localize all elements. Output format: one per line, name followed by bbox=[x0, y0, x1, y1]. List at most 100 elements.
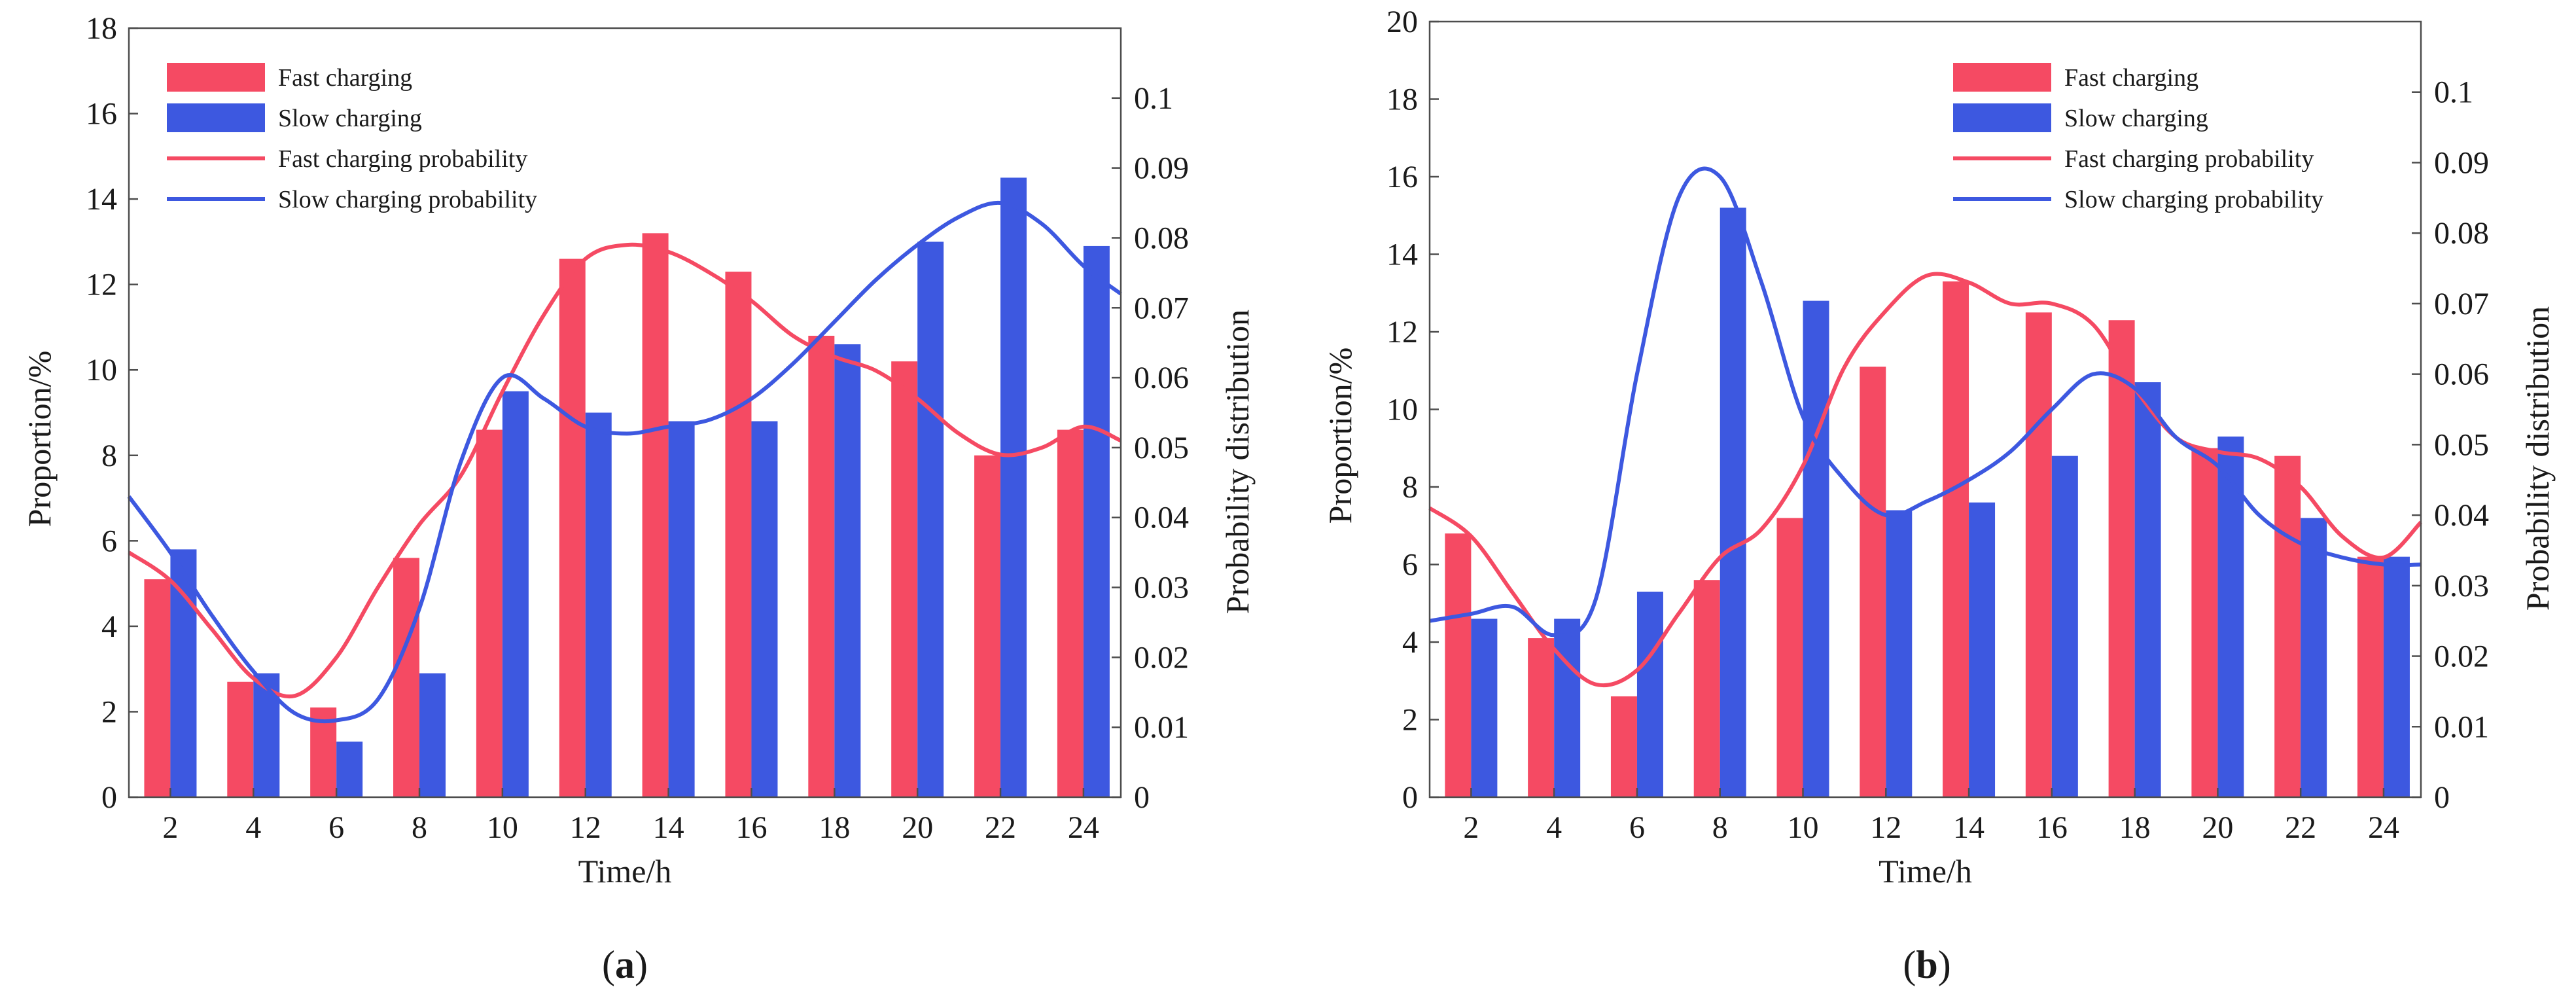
bar bbox=[393, 558, 420, 797]
bar bbox=[1636, 591, 1663, 797]
y2-tick-label: 0.09 bbox=[2434, 145, 2489, 180]
panel-label-letter: a bbox=[615, 943, 635, 986]
y2-tick-label: 0.07 bbox=[1134, 291, 1189, 325]
bar bbox=[1445, 533, 1472, 797]
bar-series-fast bbox=[1445, 281, 2384, 798]
panel-label-close: ) bbox=[1938, 943, 1951, 986]
bar-series-fast bbox=[144, 233, 1084, 797]
x-tick-label: 6 bbox=[1629, 810, 1645, 845]
x-tick-label: 8 bbox=[412, 810, 427, 845]
bar bbox=[2383, 556, 2410, 797]
y2-tick-label: 0.01 bbox=[2434, 709, 2489, 744]
slow-probability-line bbox=[1429, 166, 2422, 637]
bar bbox=[1471, 619, 1498, 797]
chart-panel-b: 0246810121416182000.010.020.030.040.050.… bbox=[1322, 5, 2556, 986]
legend-label: Slow charging bbox=[2064, 105, 2208, 132]
y-tick-label: 14 bbox=[86, 182, 117, 217]
y2-tick-label: 0.01 bbox=[1134, 710, 1189, 745]
x-tick-label: 6 bbox=[328, 810, 344, 845]
y-tick-label: 14 bbox=[1386, 238, 1418, 272]
y2-tick-label: 0.06 bbox=[2434, 357, 2489, 392]
bar bbox=[144, 579, 171, 797]
legend: Fast charging Slow charging Fast charging … bbox=[167, 63, 537, 213]
bar bbox=[725, 272, 752, 797]
bar bbox=[585, 412, 612, 797]
y-tick-label: 18 bbox=[1386, 82, 1418, 117]
bar bbox=[2134, 382, 2161, 797]
legend-label: Fast charging bbox=[2064, 64, 2198, 92]
bar bbox=[2191, 448, 2218, 797]
y-tick-label: 16 bbox=[86, 97, 117, 132]
bar bbox=[1057, 429, 1084, 797]
legend-label: Fast charging probability bbox=[278, 145, 527, 173]
legend-label: Fast charging probability bbox=[2064, 145, 2314, 173]
legend-swatch-fast bbox=[167, 63, 265, 92]
bar bbox=[917, 242, 944, 797]
y-tick-label: 8 bbox=[1402, 470, 1418, 505]
y-tick-label: 2 bbox=[1402, 703, 1418, 738]
y-tick-label: 10 bbox=[86, 353, 117, 387]
legend-label: Slow charging probability bbox=[278, 186, 537, 213]
bar bbox=[2274, 456, 2301, 797]
y-tick-label: 18 bbox=[86, 11, 117, 46]
y-tick-label: 16 bbox=[1386, 160, 1418, 194]
y2-tick-label: 0.04 bbox=[1134, 501, 1189, 535]
legend-swatch-fast bbox=[1953, 63, 2051, 92]
y-tick-label: 4 bbox=[1402, 625, 1418, 660]
bar bbox=[2357, 556, 2384, 797]
bar bbox=[1528, 638, 1555, 797]
legend-label: Fast charging bbox=[278, 64, 412, 92]
legend-label: Slow charging probability bbox=[2064, 186, 2323, 213]
y2-tick-label: 0.03 bbox=[2434, 569, 2489, 603]
bar bbox=[1860, 367, 1886, 797]
legend-label: Slow charging bbox=[278, 105, 422, 132]
y2-tick-label: 0.04 bbox=[2434, 498, 2489, 533]
bar bbox=[1720, 207, 1746, 797]
panel-label: (a) bbox=[602, 943, 648, 986]
x-tick-label: 10 bbox=[487, 810, 518, 845]
bar bbox=[668, 421, 695, 797]
bar bbox=[1554, 619, 1581, 797]
x-tick-label: 22 bbox=[985, 810, 1016, 845]
bar bbox=[1803, 300, 1829, 798]
y2-tick-label: 0.05 bbox=[2434, 427, 2489, 462]
plot-frame bbox=[128, 27, 1122, 798]
y2-tick-label: 0 bbox=[2434, 780, 2450, 815]
bar bbox=[642, 233, 669, 797]
y2-tick-label: 0.1 bbox=[2434, 75, 2473, 110]
x-axis-label: Time/h bbox=[1879, 853, 1972, 889]
x-tick-label: 12 bbox=[1870, 810, 1901, 845]
y-tick-label: 12 bbox=[86, 268, 117, 302]
panel-label-close: ) bbox=[635, 943, 648, 986]
legend: Fast charging Slow charging Fast charging … bbox=[1953, 63, 2323, 213]
y2-tick-label: 0.07 bbox=[2434, 287, 2489, 321]
bar bbox=[170, 549, 197, 797]
x-tick-label: 24 bbox=[1068, 810, 1099, 845]
y2-tick-label: 0.08 bbox=[2434, 216, 2489, 251]
x-tick-label: 22 bbox=[2285, 810, 2316, 845]
x-tick-label: 4 bbox=[1546, 810, 1562, 845]
y2-tick-label: 0 bbox=[1134, 780, 1150, 815]
y-axis-label: Proportion/% bbox=[21, 351, 58, 527]
bar bbox=[751, 421, 778, 797]
bar bbox=[1969, 502, 1996, 797]
y2-tick-label: 0.02 bbox=[1134, 640, 1189, 675]
bar bbox=[1886, 510, 1913, 797]
y-tick-label: 12 bbox=[1386, 315, 1418, 350]
x-tick-label: 18 bbox=[819, 810, 850, 845]
y2-axis-label: Probability distribution bbox=[2519, 306, 2556, 611]
bar bbox=[559, 259, 586, 797]
bar bbox=[2025, 312, 2052, 797]
bar bbox=[1693, 580, 1720, 797]
x-tick-label: 4 bbox=[245, 810, 261, 845]
bar bbox=[2217, 436, 2244, 797]
x-tick-label: 18 bbox=[2119, 810, 2151, 845]
y2-tick-label: 0.09 bbox=[1134, 151, 1189, 186]
y-tick-label: 4 bbox=[101, 609, 117, 644]
y-tick-label: 10 bbox=[1386, 393, 1418, 427]
legend-swatch-slow bbox=[167, 103, 265, 132]
y-axis-label: Proportion/% bbox=[1322, 348, 1358, 524]
x-tick-label: 14 bbox=[1953, 810, 1985, 845]
x-tick-label: 12 bbox=[570, 810, 601, 845]
